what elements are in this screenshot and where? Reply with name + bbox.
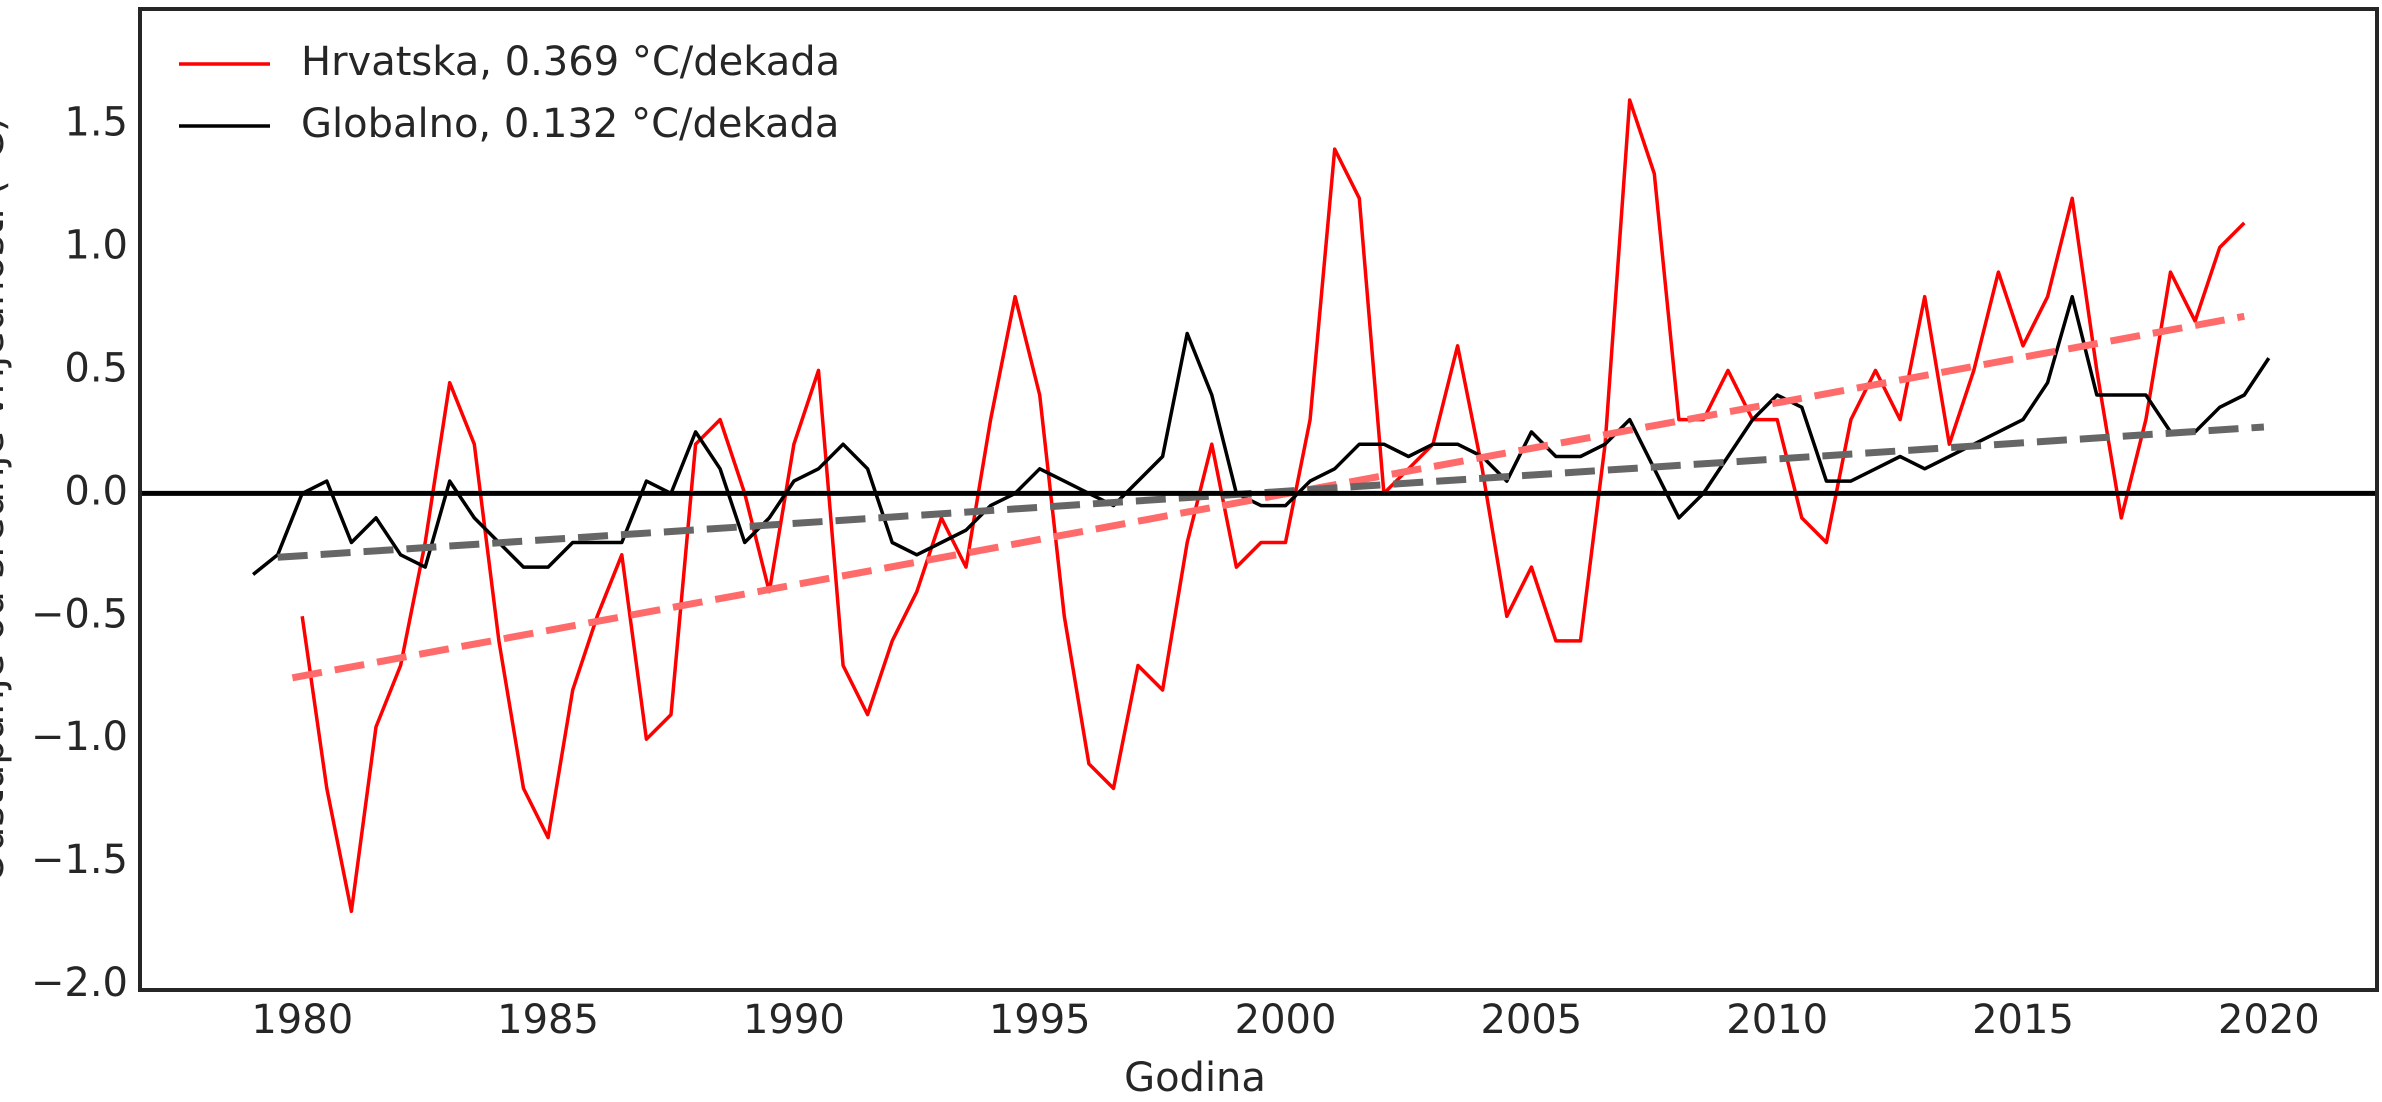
y-tick-label: −0.5 xyxy=(31,591,128,637)
data-line xyxy=(252,294,2271,576)
x-axis-label: Godina xyxy=(1124,1055,1266,1101)
x-tick-label: 2015 xyxy=(1972,997,2074,1043)
y-tick-label: −1.5 xyxy=(31,837,128,883)
trend-line xyxy=(291,312,2245,682)
legend-label: Hrvatska, 0.369 °C/dekada xyxy=(301,39,840,85)
x-tick-label: 2020 xyxy=(2218,997,2320,1043)
x-tick-label: 2005 xyxy=(1480,997,1582,1043)
plot-frame xyxy=(138,7,2379,992)
y-tick-label: −1.0 xyxy=(31,714,128,760)
x-tick-label: 1995 xyxy=(989,997,1091,1043)
y-tick-label: 1.0 xyxy=(64,222,128,268)
y-tick-label: 1.5 xyxy=(64,100,128,146)
legend-label: Globalno, 0.132 °C/dekada xyxy=(301,101,839,147)
y-axis-label: Odstupanje od srednje vrijednosti (°C) xyxy=(0,117,13,884)
data-line xyxy=(300,98,2246,914)
x-tick-label: 1990 xyxy=(743,997,845,1043)
x-tick-label: 2010 xyxy=(1726,997,1828,1043)
y-tick-label: −2.0 xyxy=(31,960,128,1006)
y-tick-label: 0.5 xyxy=(64,345,128,391)
x-tick-label: 1985 xyxy=(497,997,599,1043)
x-tick-label: 1980 xyxy=(251,997,353,1043)
x-tick-label: 2000 xyxy=(1235,997,1337,1043)
y-tick-label: 0.0 xyxy=(64,468,128,514)
